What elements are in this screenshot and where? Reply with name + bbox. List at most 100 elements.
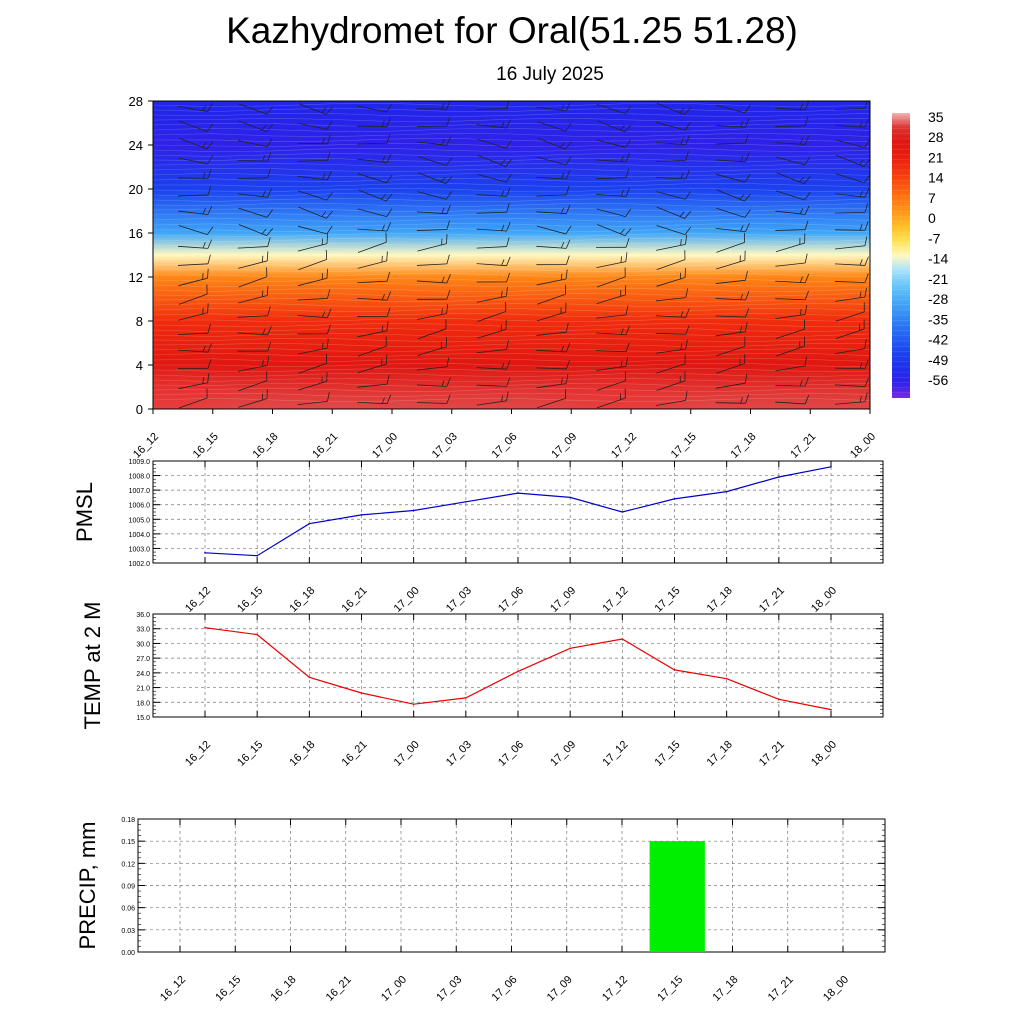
wind-barb	[775, 101, 810, 111]
wind-barb	[596, 305, 629, 319]
wind-barb	[297, 120, 333, 130]
contour-line	[153, 373, 870, 378]
wind-barb	[536, 121, 572, 132]
x-tick-label: 17_03	[444, 585, 474, 615]
wind-barb	[835, 173, 870, 184]
data-point	[204, 626, 206, 629]
colorbar-label: -56	[928, 372, 948, 388]
contour-line	[153, 273, 870, 278]
contour-line	[153, 262, 870, 268]
wind-barb	[178, 268, 209, 287]
y-tick-label: 16	[129, 226, 143, 241]
data-point	[569, 647, 571, 650]
wind-barb	[775, 319, 805, 339]
wind-barb	[775, 253, 808, 267]
x-tick-label: 17_06	[490, 431, 520, 461]
y-tick-label: 1005.0	[129, 517, 151, 524]
wind-barb	[715, 222, 750, 233]
contour-line	[153, 307, 870, 313]
wind-barb	[835, 377, 869, 388]
x-tick-label: 17_21	[766, 974, 796, 1004]
wind-barb	[237, 306, 271, 318]
wind-barb	[596, 325, 630, 336]
wind-barb	[417, 172, 453, 185]
wind-barb	[417, 234, 448, 252]
wind-barb	[536, 185, 570, 197]
x-tick-label: 17_21	[788, 431, 818, 461]
wind-barb	[357, 394, 392, 405]
x-tick-label: 16_15	[191, 431, 221, 461]
colorbar-label: 35	[928, 109, 944, 125]
x-tick-label: 17_06	[490, 974, 520, 1004]
data-point	[621, 511, 624, 513]
contour-line	[153, 387, 870, 393]
wind-barb	[238, 103, 274, 115]
x-tick-label: 17_03	[434, 974, 464, 1004]
x-tick-label: 17_06	[496, 585, 526, 615]
data-point	[778, 476, 780, 478]
contour-line	[153, 257, 870, 263]
wind-barb	[715, 322, 748, 337]
wind-barb	[596, 238, 630, 248]
wind-barb	[775, 156, 811, 166]
wind-barb	[656, 191, 691, 200]
x-tick-label: 17_00	[370, 431, 400, 461]
x-tick-label: 17_12	[600, 974, 630, 1004]
wind-barb	[536, 388, 567, 409]
contour-line	[153, 172, 870, 178]
wind-barb	[416, 136, 452, 146]
contour-line	[153, 382, 870, 388]
data-point	[465, 501, 467, 503]
wind-barb	[536, 225, 572, 235]
contour-line	[153, 142, 870, 148]
wind-barb	[835, 339, 867, 355]
wind-barb	[476, 272, 510, 283]
colorbar-label: 28	[928, 129, 944, 145]
wind-barb	[238, 371, 268, 392]
x-tick-label: 16_18	[287, 739, 317, 769]
contour-line	[153, 377, 870, 383]
y-tick-label: 24	[129, 138, 143, 153]
y-tick-label: 27.0	[136, 656, 150, 663]
contour-line	[153, 277, 870, 283]
y-tick-label: 1007.0	[129, 488, 151, 495]
wind-barb	[178, 137, 214, 150]
wind-barb	[655, 325, 690, 335]
wind-barb	[834, 221, 869, 231]
wind-barb	[596, 285, 627, 305]
y-tick-label: 0.09	[121, 884, 135, 891]
x-tick-label: 17_03	[430, 431, 460, 461]
wind-barb	[178, 373, 210, 390]
wind-barb	[536, 322, 569, 336]
y-tick-label: 1008.0	[129, 474, 151, 481]
contour-line	[153, 302, 870, 308]
wind-barb	[416, 274, 451, 284]
wind-barb	[476, 203, 510, 214]
wind-barb	[297, 151, 331, 162]
wind-barb	[596, 208, 632, 218]
wind-barb	[715, 118, 750, 128]
contour-line	[153, 292, 870, 298]
wind-barb	[297, 371, 328, 391]
data-point	[621, 638, 624, 640]
y-tick-label: 15.0	[136, 715, 150, 722]
contour-line	[153, 397, 870, 403]
wind-barb	[477, 173, 512, 183]
x-tick-label: 16_21	[324, 974, 354, 1004]
contour-line	[153, 122, 870, 128]
x-tick-label: 16_18	[269, 974, 299, 1004]
data-point	[256, 633, 258, 636]
wind-barb	[417, 191, 452, 200]
contour-line	[153, 228, 870, 233]
wind-barb	[476, 119, 511, 129]
y-tick-label: 24.0	[136, 671, 150, 678]
x-tick-label: 17_06	[496, 739, 526, 769]
contour-line	[153, 148, 870, 153]
y-tick-label: 0.03	[121, 928, 135, 935]
x-tick-label: 17_21	[757, 585, 787, 615]
wind-barb	[357, 222, 392, 232]
wind-barb	[358, 189, 393, 202]
contour-line	[153, 363, 870, 368]
data-point	[673, 498, 676, 500]
wind-barb	[656, 371, 686, 391]
